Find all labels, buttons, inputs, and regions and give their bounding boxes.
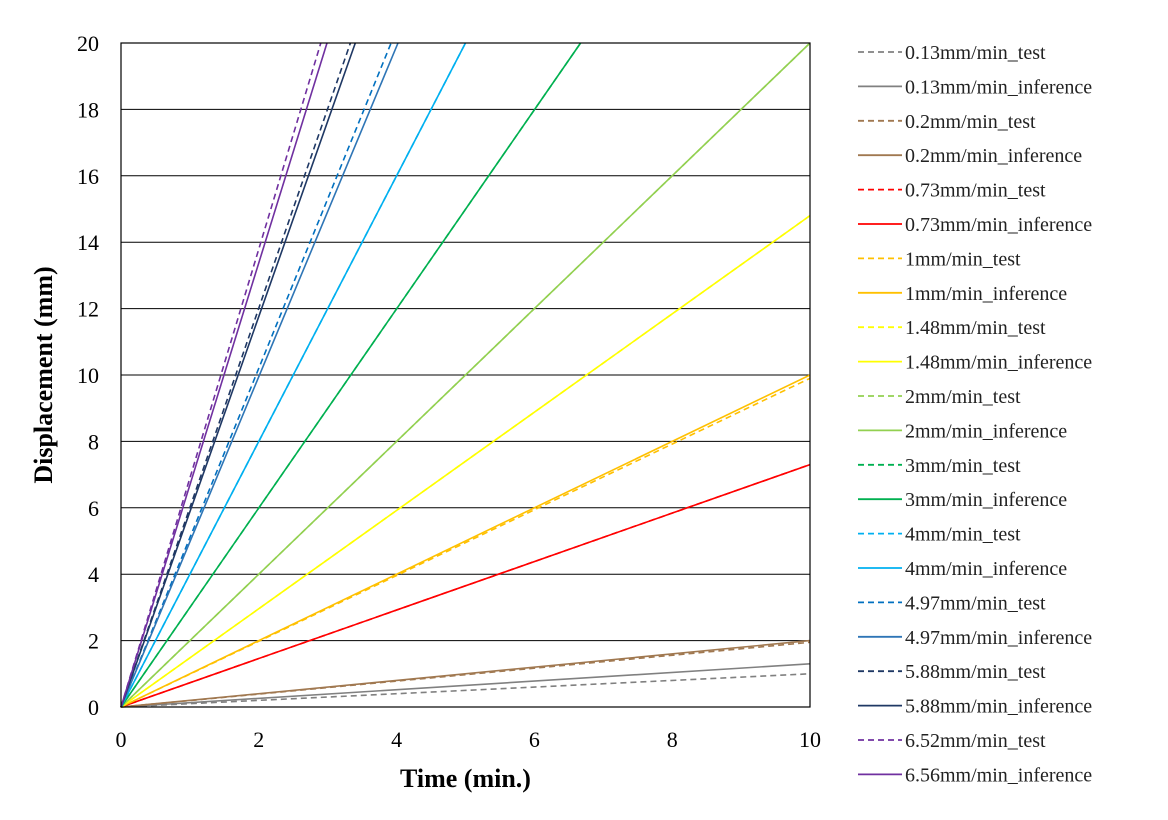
legend-label: 3mm/min_test — [905, 455, 1021, 477]
series-line-6-52mm-min-test — [120, 42, 322, 708]
legend-label: 3mm/min_inference — [905, 489, 1067, 511]
x-axis-title: Time (min.) — [400, 764, 531, 793]
series-line-2mm-min-inference — [120, 42, 811, 708]
legend-label: 5.88mm/min_inference — [905, 696, 1092, 718]
x-tick-label: 10 — [799, 727, 821, 752]
legend-label: 5.88mm/min_test — [905, 661, 1046, 683]
x-tick-label: 8 — [667, 727, 678, 752]
y-tick-label: 6 — [88, 496, 99, 521]
series-line-0-73mm-min-inference — [120, 463, 811, 708]
legend-label: 4.97mm/min_inference — [905, 627, 1092, 649]
y-axis-ticks: 0 2 4 6 8 10 12 14 16 18 20 — [77, 31, 99, 720]
y-axis-title: Displacement (mm) — [29, 266, 58, 483]
legend-label: 1.48mm/min_test — [905, 317, 1046, 339]
series-line-1mm-min-inference — [120, 374, 811, 708]
legend-label: 0.2mm/min_test — [905, 111, 1036, 133]
x-axis-ticks: 0 2 4 6 8 10 — [116, 727, 822, 752]
legend-label: 0.73mm/min_inference — [905, 214, 1092, 236]
x-tick-label: 6 — [529, 727, 540, 752]
plot-area-border — [120, 42, 811, 708]
legend-label: 1.48mm/min_inference — [905, 352, 1092, 374]
series-line-0-2mm-min-inference — [120, 639, 811, 708]
series-line-5-88mm-min-inference — [120, 42, 357, 708]
legend-label: 6.52mm/min_test — [905, 730, 1046, 752]
x-tick-label: 0 — [116, 727, 127, 752]
y-tick-label: 14 — [77, 230, 99, 255]
y-tick-label: 8 — [88, 429, 99, 454]
x-tick-label: 4 — [391, 727, 402, 752]
y-tick-label: 2 — [88, 629, 99, 654]
legend-label: 0.13mm/min_inference — [905, 76, 1092, 98]
legend-label: 2mm/min_inference — [905, 420, 1067, 442]
series-line-4mm-min-inference — [120, 42, 467, 708]
series-line-3mm-min-inference — [120, 42, 582, 708]
y-tick-label: 4 — [88, 562, 99, 587]
y-tick-label: 12 — [77, 297, 99, 322]
legend: 0.13mm/min_test 0.13mm/min_inference 0.2mm… — [858, 42, 1092, 786]
legend-label: 1mm/min_inference — [905, 283, 1067, 305]
legend-label: 6.56mm/min_inference — [905, 764, 1092, 786]
series-line-0-13mm-min-test — [120, 673, 811, 708]
series-line-0-13mm-min-inference — [120, 663, 811, 708]
legend-label: 0.13mm/min_test — [905, 42, 1046, 64]
legend-label: 1mm/min_test — [905, 248, 1021, 270]
series-line-1mm-min-test — [120, 377, 811, 708]
y-tick-label: 16 — [77, 164, 99, 189]
series-line-6-56mm-min-inference — [120, 42, 328, 708]
y-tick-label: 10 — [77, 363, 99, 388]
y-tick-label: 0 — [88, 695, 99, 720]
legend-label: 4.97mm/min_test — [905, 592, 1046, 614]
legend-label: 2mm/min_test — [905, 386, 1021, 408]
series-line-4-97mm-min-inference — [120, 42, 399, 708]
legend-label: 0.73mm/min_test — [905, 180, 1046, 202]
series-line-1-48mm-min-inference — [120, 214, 811, 708]
series-lines — [120, 42, 811, 708]
series-line-5-88mm-min-test — [120, 42, 352, 708]
legend-label: 4mm/min_inference — [905, 558, 1067, 580]
x-tick-label: 2 — [253, 727, 264, 752]
legend-label: 0.2mm/min_inference — [905, 145, 1082, 167]
legend-label: 4mm/min_test — [905, 524, 1021, 546]
y-tick-label: 20 — [77, 31, 99, 56]
y-tick-label: 18 — [77, 97, 99, 122]
